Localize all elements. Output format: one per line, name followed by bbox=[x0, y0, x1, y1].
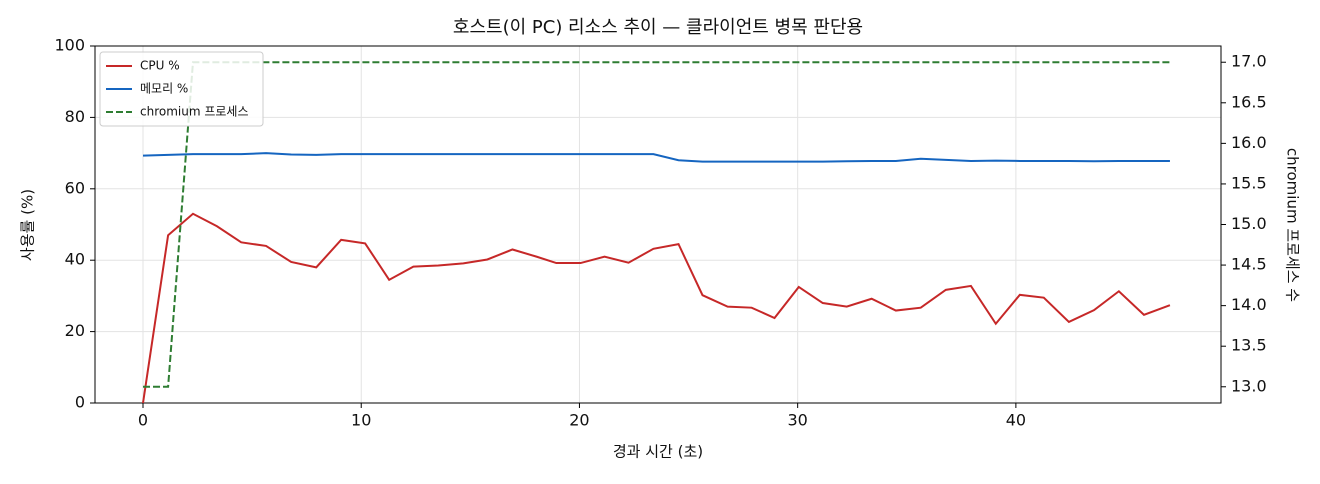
y-tick-label: 20 bbox=[65, 321, 85, 340]
data-line bbox=[142, 212, 1171, 404]
y-tick-label: 60 bbox=[65, 178, 85, 197]
data-line bbox=[143, 61, 1170, 388]
x-tick-label: 10 bbox=[351, 411, 371, 430]
y2-tick-label: 14.5 bbox=[1231, 255, 1267, 274]
y2-tick-label: 13.0 bbox=[1231, 376, 1267, 395]
x-tick-label: 30 bbox=[787, 411, 807, 430]
x-tick-label: 0 bbox=[138, 411, 148, 430]
y2-tick-label: 17.0 bbox=[1231, 52, 1267, 71]
legend-label: CPU % bbox=[140, 59, 180, 73]
y2-tick-label: 14.0 bbox=[1231, 295, 1267, 314]
y-tick-label: 100 bbox=[54, 36, 85, 55]
x-tick-label: 20 bbox=[569, 411, 589, 430]
plot-frame bbox=[94, 45, 1222, 404]
legend-label: 메모리 % bbox=[140, 82, 188, 96]
y2-tick-label: 13.5 bbox=[1231, 336, 1267, 355]
y-axis-label: 사용률 (%) bbox=[19, 189, 37, 261]
x-tick-label: 40 bbox=[1006, 411, 1026, 430]
y2-tick-label: 16.5 bbox=[1231, 92, 1267, 111]
y2-tick-label: 15.5 bbox=[1231, 173, 1267, 192]
y2-tick-label: 15.0 bbox=[1231, 214, 1267, 233]
y-tick-label: 40 bbox=[65, 250, 85, 269]
y-tick-label: 80 bbox=[65, 107, 85, 126]
y-tick-label: 0 bbox=[75, 393, 85, 412]
data-line bbox=[142, 152, 1170, 163]
y2-axis-label: chromium 프로세스 수 bbox=[1284, 148, 1302, 302]
chart-title: 호스트(이 PC) 리소스 추이 — 클라이언트 병목 판단용 bbox=[453, 17, 863, 38]
legend: CPU % 메모리 % chromium 프로세스 bbox=[99, 51, 264, 127]
y2-tick-label: 16.0 bbox=[1231, 133, 1267, 152]
x-axis-label: 경과 시간 (초) bbox=[613, 443, 703, 461]
legend-frame bbox=[99, 51, 264, 127]
legend-label: chromium 프로세스 bbox=[140, 105, 249, 119]
